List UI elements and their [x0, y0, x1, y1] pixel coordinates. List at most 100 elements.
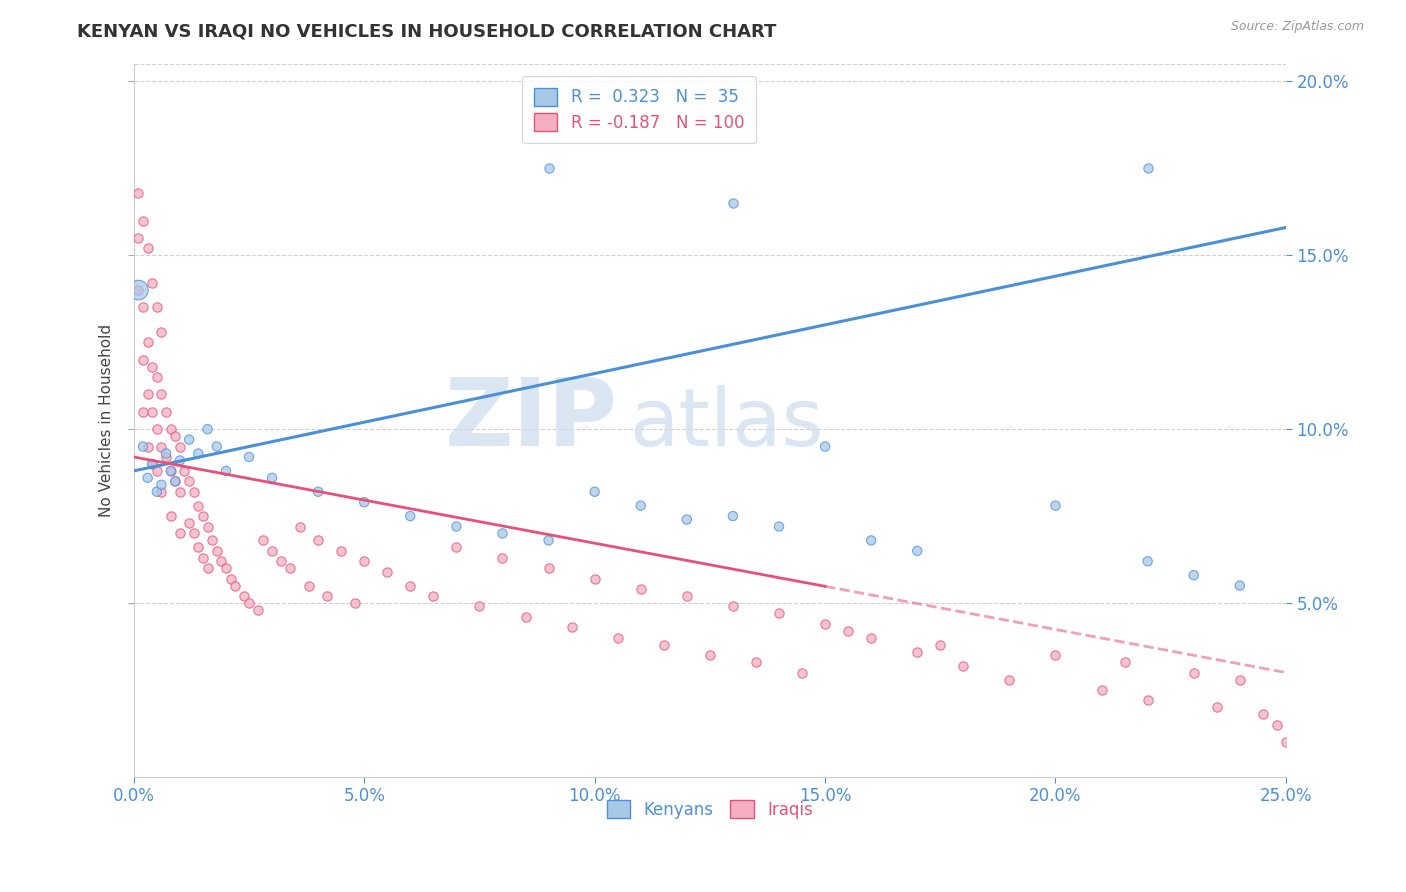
Text: atlas: atlas: [630, 385, 824, 463]
Point: [165, 475, 187, 489]
Point: [150, 387, 173, 401]
Point: [1136, 161, 1159, 176]
Point: [169, 526, 191, 541]
Point: [468, 599, 491, 614]
Point: [1265, 717, 1288, 731]
Point: [146, 484, 169, 499]
Point: [233, 589, 256, 603]
Point: [260, 544, 283, 558]
Point: [375, 565, 398, 579]
Point: [215, 561, 238, 575]
Point: [260, 471, 283, 485]
Point: [136, 335, 159, 350]
Point: [860, 631, 883, 645]
Point: [141, 405, 163, 419]
Point: [343, 596, 366, 610]
Point: [905, 645, 928, 659]
Point: [146, 422, 169, 436]
Point: [136, 471, 159, 485]
Point: [169, 440, 191, 454]
Point: [1136, 693, 1159, 707]
Point: [136, 387, 159, 401]
Point: [330, 544, 353, 558]
Point: [224, 579, 246, 593]
Point: [183, 484, 205, 499]
Point: [675, 512, 697, 526]
Point: [1090, 682, 1112, 697]
Point: [177, 475, 200, 489]
Point: [583, 572, 606, 586]
Point: [630, 499, 652, 513]
Point: [191, 509, 214, 524]
Point: [1182, 665, 1205, 680]
Point: [165, 475, 187, 489]
Point: [1275, 735, 1298, 749]
Point: [446, 541, 468, 555]
Point: [1229, 673, 1251, 687]
Point: [1251, 707, 1274, 722]
Point: [159, 422, 181, 436]
Point: [209, 554, 232, 568]
Point: [1229, 579, 1251, 593]
Point: [280, 561, 302, 575]
Point: [699, 648, 721, 662]
Point: [837, 624, 859, 638]
Point: [159, 464, 181, 478]
Point: [630, 582, 652, 596]
Point: [132, 301, 155, 315]
Point: [191, 550, 214, 565]
Point: [238, 450, 260, 464]
Text: Source: ZipAtlas.com: Source: ZipAtlas.com: [1230, 20, 1364, 33]
Point: [205, 544, 228, 558]
Point: [146, 301, 169, 315]
Point: [197, 519, 219, 533]
Point: [929, 638, 952, 652]
Point: [298, 579, 321, 593]
Point: [1045, 648, 1067, 662]
Point: [814, 440, 837, 454]
Point: [399, 579, 422, 593]
Text: KENYAN VS IRAQI NO VEHICLES IN HOUSEHOLD CORRELATION CHART: KENYAN VS IRAQI NO VEHICLES IN HOUSEHOLD…: [77, 22, 776, 40]
Point: [155, 446, 177, 460]
Point: [150, 325, 173, 339]
Point: [132, 213, 155, 227]
Point: [790, 665, 813, 680]
Point: [721, 509, 744, 524]
Point: [537, 161, 560, 176]
Point: [814, 616, 837, 631]
Point: [205, 440, 228, 454]
Point: [252, 533, 274, 548]
Point: [491, 550, 513, 565]
Point: [132, 440, 155, 454]
Point: [606, 631, 628, 645]
Point: [537, 561, 560, 575]
Point: [422, 589, 444, 603]
Point: [1045, 499, 1067, 513]
Point: [446, 519, 468, 533]
Point: [1205, 700, 1227, 714]
Point: [353, 495, 375, 509]
Point: [652, 638, 675, 652]
Point: [183, 526, 205, 541]
Point: [127, 186, 149, 200]
Point: [169, 484, 191, 499]
Point: [159, 464, 181, 478]
Point: [141, 457, 163, 471]
Point: [159, 509, 181, 524]
Point: [768, 607, 790, 621]
Point: [537, 533, 560, 548]
Point: [136, 241, 159, 255]
Legend: Kenyans, Iraqis: Kenyans, Iraqis: [600, 794, 820, 826]
Point: [675, 589, 697, 603]
Point: [141, 457, 163, 471]
Point: [187, 446, 209, 460]
Point: [127, 283, 149, 297]
Point: [247, 603, 270, 617]
Point: [127, 231, 149, 245]
Point: [177, 516, 200, 530]
Point: [1114, 655, 1136, 669]
Point: [136, 440, 159, 454]
Point: [860, 533, 883, 548]
Point: [768, 519, 790, 533]
Point: [721, 599, 744, 614]
